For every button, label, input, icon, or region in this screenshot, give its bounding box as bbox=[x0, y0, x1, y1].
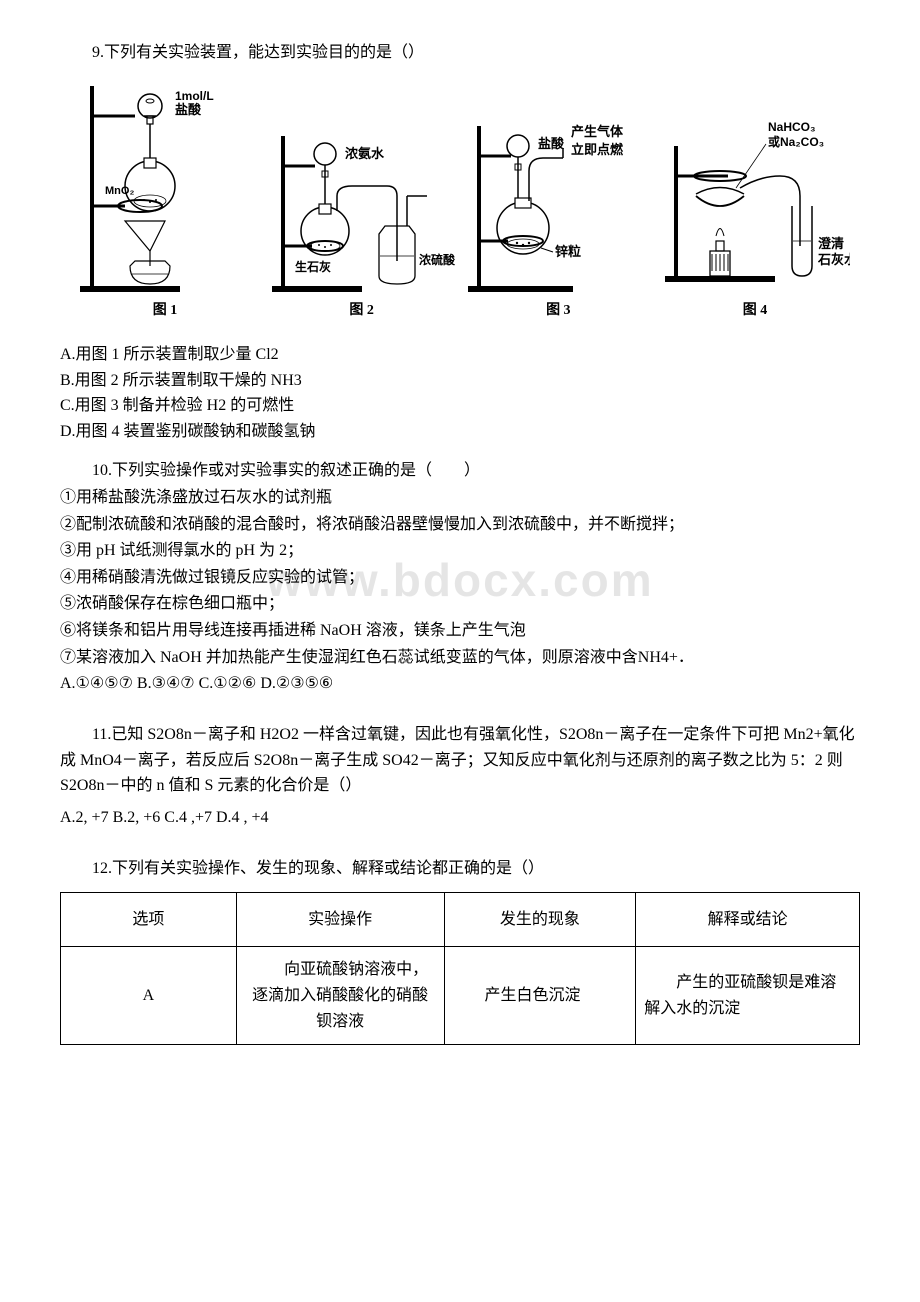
q9-opt-d: D.用图 4 装置鉴别碳酸钠和碳酸氢钠 bbox=[60, 419, 860, 445]
q10-options: A.①④⑤⑦ B.③④⑦ C.①②⑥ D.②③⑤⑥ bbox=[60, 671, 860, 697]
q9-options: A.用图 1 所示装置制取少量 Cl2 B.用图 2 所示装置制取干燥的 NH3… bbox=[60, 342, 860, 444]
q9-opt-a: A.用图 1 所示装置制取少量 Cl2 bbox=[60, 342, 860, 368]
q12-a-phenom: 产生白色沉淀 bbox=[453, 983, 628, 1009]
diagram-2: 浓氨水 生石灰 浓硫酸 图 2 bbox=[267, 76, 457, 322]
question-11: 11.已知 S2O8n－离子和 H2O2 一样含过氧键，因此也有强氧化性，S2O… bbox=[60, 722, 860, 830]
svg-text:石灰水: 石灰水 bbox=[817, 252, 850, 267]
diagram-3: 盐酸 产生气体 立即点燃 锌粒 图 3 bbox=[463, 76, 653, 322]
apparatus-3-svg: 盐酸 产生气体 立即点燃 锌粒 bbox=[463, 76, 653, 296]
apparatus-2-svg: 浓氨水 生石灰 浓硫酸 bbox=[267, 76, 457, 296]
diagram-1: 1mol/L 盐酸 MnO₂ 图 1 bbox=[70, 76, 260, 322]
q12-h1: 选项 bbox=[61, 892, 237, 947]
svg-text:生石灰: 生石灰 bbox=[295, 259, 331, 274]
q10-s6: ⑥将镁条和铝片用导线连接再插进稀 NaOH 溶液，镁条上产生气泡 bbox=[60, 618, 860, 644]
d3-caption: 图 3 bbox=[546, 300, 571, 322]
q10-stem: 10.下列实验操作或对实验事实的叙述正确的是（ ） bbox=[60, 458, 860, 484]
q12-a-concl: 产生的亚硫酸钡是难溶解入水的沉淀 bbox=[644, 970, 851, 1021]
q10-s7: ⑦某溶液加入 NaOH 并加热能产生使湿润红色石蕊试纸变蓝的气体，则原溶液中含N… bbox=[60, 645, 860, 671]
svg-text:盐酸: 盐酸 bbox=[538, 136, 565, 151]
apparatus-1-svg: 1mol/L 盐酸 MnO₂ bbox=[70, 76, 260, 296]
question-9: 9.下列有关实验装置，能达到实验目的的是（） bbox=[60, 40, 860, 444]
apparatus-4-svg: NaHCO₃ 或Na₂CO₃ 澄清 石灰水 bbox=[660, 76, 850, 296]
table-row: A 向亚硫酸钠溶液中，逐滴加入硝酸酸化的硝酸钡溶液 产生白色沉淀 产生的亚硫酸钡… bbox=[61, 947, 860, 1045]
q10-s2: ②配制浓硫酸和浓硝酸的混合酸时，将浓硝酸沿器壁慢慢加入到浓硫酸中，并不断搅拌； bbox=[60, 512, 860, 538]
q12-h2: 实验操作 bbox=[236, 892, 444, 947]
d1-caption: 图 1 bbox=[153, 300, 178, 322]
q12-stem: 12.下列有关实验操作、发生的现象、解释或结论都正确的是（） bbox=[60, 856, 860, 882]
q10-s4: ④用稀硝酸清洗做过银镜反应实验的试管； bbox=[60, 565, 860, 591]
svg-text:锌粒: 锌粒 bbox=[555, 244, 581, 259]
q10-s3: ③用 pH 试纸测得氯水的 pH 为 2； bbox=[60, 538, 860, 564]
svg-text:立即点燃: 立即点燃 bbox=[571, 142, 624, 157]
d1-label-top2: 盐酸 bbox=[175, 102, 202, 117]
q10-statements: ①用稀盐酸洗涤盛放过石灰水的试剂瓶 ②配制浓硫酸和浓硝酸的混合酸时，将浓硝酸沿器… bbox=[60, 485, 860, 670]
q9-stem: 9.下列有关实验装置，能达到实验目的的是（） bbox=[60, 40, 860, 66]
d4-caption: 图 4 bbox=[743, 300, 768, 322]
q9-diagrams: 1mol/L 盐酸 MnO₂ 图 1 bbox=[60, 76, 860, 322]
question-12: 12.下列有关实验操作、发生的现象、解释或结论都正确的是（） 选项 实验操作 发… bbox=[60, 856, 860, 1045]
q10-s5: ⑤浓硝酸保存在棕色细口瓶中； bbox=[60, 591, 860, 617]
q12-table: 选项 实验操作 发生的现象 解释或结论 A 向亚硫酸钠溶液中，逐滴加入硝酸酸化的… bbox=[60, 892, 860, 1045]
d1-flask-label: MnO₂ bbox=[105, 185, 134, 197]
svg-text:NaHCO₃: NaHCO₃ bbox=[768, 120, 816, 134]
diagram-4: NaHCO₃ 或Na₂CO₃ 澄清 石灰水 图 4 bbox=[660, 76, 850, 322]
q9-opt-b: B.用图 2 所示装置制取干燥的 NH3 bbox=[60, 368, 860, 394]
d2-caption: 图 2 bbox=[349, 300, 374, 322]
svg-text:或Na₂CO₃: 或Na₂CO₃ bbox=[768, 134, 824, 149]
q10-s1: ①用稀盐酸洗涤盛放过石灰水的试剂瓶 bbox=[60, 485, 860, 511]
d1-label-top: 1mol/L bbox=[175, 89, 214, 103]
q12-h3: 发生的现象 bbox=[444, 892, 636, 947]
q12-a-opt: A bbox=[61, 947, 237, 1045]
question-10: www.bdocx.com 10.下列实验操作或对实验事实的叙述正确的是（ ） … bbox=[60, 458, 860, 696]
svg-text:浓硫酸: 浓硫酸 bbox=[419, 252, 456, 267]
q12-header-row: 选项 实验操作 发生的现象 解释或结论 bbox=[61, 892, 860, 947]
svg-text:澄清: 澄清 bbox=[818, 236, 844, 251]
svg-text:浓氨水: 浓氨水 bbox=[345, 146, 385, 161]
q11-options: A.2, +7 B.2, +6 C.4 ,+7 D.4 , +4 bbox=[60, 805, 860, 831]
q12-h4: 解释或结论 bbox=[636, 892, 860, 947]
q12-a-op: 向亚硫酸钠溶液中，逐滴加入硝酸酸化的硝酸钡溶液 bbox=[245, 957, 436, 1034]
q9-opt-c: C.用图 3 制备并检验 H2 的可燃性 bbox=[60, 393, 860, 419]
q11-stem: 11.已知 S2O8n－离子和 H2O2 一样含过氧键，因此也有强氧化性，S2O… bbox=[60, 722, 860, 799]
svg-text:产生气体: 产生气体 bbox=[571, 124, 624, 139]
